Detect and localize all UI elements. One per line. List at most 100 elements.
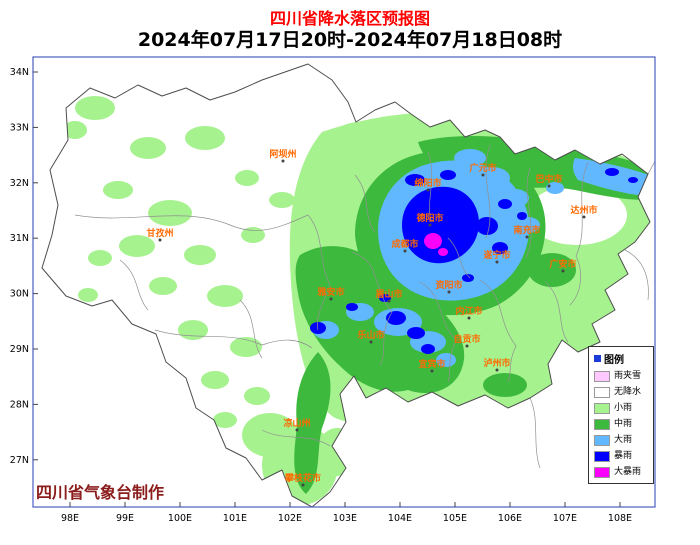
city-label-德阳市: 德阳市	[416, 212, 443, 224]
city-label-广安市: 广安市	[549, 258, 576, 270]
map-subtitle: 2024年07月17日20时-2024年07月18日08时	[137, 29, 563, 51]
legend-swatch	[594, 403, 610, 414]
city-label-阿坝州: 阿坝州	[269, 148, 296, 160]
legend-swatch	[594, 387, 610, 398]
city-label-遂宁市: 遂宁市	[483, 249, 510, 261]
city-marker-dot	[428, 223, 432, 227]
city-marker-dot	[561, 269, 565, 273]
legend-label: 中雨	[614, 419, 633, 429]
city-marker-dot	[430, 369, 434, 373]
y-tick-label: 29N	[10, 344, 29, 355]
city-label-宜宾市: 宜宾市	[418, 358, 445, 370]
city-label-南充市: 南充市	[513, 224, 540, 236]
legend-item: 中雨	[594, 419, 649, 430]
y-tick-label: 33N	[10, 122, 29, 133]
city-marker-dot	[369, 340, 373, 344]
x-tick-label: 108E	[608, 513, 632, 524]
prefecture-boundaries	[74, 144, 589, 447]
x-axis-ticks: 98E 99E 100E 101E 102E 103E 104E 105E 106E 107E 10…	[61, 502, 632, 524]
legend-label: 大暴雨	[614, 467, 642, 477]
city-marker-dot	[495, 260, 499, 264]
credit-text: 四川省气象台制作	[36, 483, 165, 502]
city-marker-dot	[403, 249, 407, 253]
city-marker-dot	[158, 238, 162, 242]
legend-swatch	[594, 451, 610, 462]
city-marker-dot	[465, 344, 469, 348]
legend-item: 小雨	[594, 403, 649, 414]
x-tick-label: 103E	[333, 513, 357, 524]
heavy-rainstorm-layer	[424, 233, 448, 256]
y-tick-label: 32N	[10, 178, 29, 189]
city-label-自贡市: 自贡市	[453, 333, 480, 345]
neighbor-boundaries	[529, 160, 655, 469]
city-marker-dot	[301, 483, 305, 487]
city-marker-dot	[329, 297, 333, 301]
city-marker-dot	[481, 173, 485, 177]
y-tick-label: 27N	[10, 455, 29, 466]
map-title: 四川省降水落区预报图	[269, 9, 430, 28]
y-tick-label: 31N	[10, 233, 29, 244]
city-label-泸州市: 泸州市	[483, 357, 510, 369]
city-label-甘孜州: 甘孜州	[146, 227, 173, 239]
x-tick-label: 100E	[168, 513, 192, 524]
legend-label: 无降水	[614, 387, 642, 397]
legend-item: 无降水	[594, 387, 649, 398]
legend-swatch	[594, 419, 610, 430]
city-marker-dot	[447, 290, 451, 294]
no-precip-patches	[527, 185, 627, 245]
x-tick-label: 105E	[443, 513, 467, 524]
legend-label: 雨夹雪	[614, 371, 642, 381]
city-marker-dot	[525, 235, 529, 239]
y-axis-ticks: 34N 33N 32N 31N 30N 29N 28N 27N	[10, 67, 38, 466]
city-label-广元市: 广元市	[469, 162, 496, 174]
legend-swatch	[594, 371, 610, 382]
x-tick-label: 106E	[498, 513, 522, 524]
city-marker-dot	[547, 184, 551, 188]
legend-title-row: 图例	[594, 351, 649, 366]
x-tick-label: 107E	[553, 513, 577, 524]
y-tick-label: 28N	[10, 399, 29, 410]
city-marker-dot	[495, 368, 499, 372]
y-tick-label: 34N	[10, 67, 29, 78]
legend-items: 雨夹雪无降水小雨中雨大雨暴雨大暴雨	[594, 371, 649, 478]
city-label-眉山市: 眉山市	[375, 288, 402, 300]
legend-label: 小雨	[614, 403, 633, 413]
legend-label: 暴雨	[614, 451, 633, 461]
legend-item: 大暴雨	[594, 467, 649, 478]
legend-icon	[594, 355, 601, 362]
rainstorm-layer	[310, 168, 638, 354]
map-frame	[32, 56, 656, 508]
city-marker-dot	[281, 159, 285, 163]
city-label-成都市: 成都市	[391, 238, 418, 250]
city-marker-dot	[426, 188, 430, 192]
legend-swatch	[594, 467, 610, 478]
city-label-巴中市: 巴中市	[535, 173, 562, 185]
city-marker-dot	[387, 299, 391, 303]
city-label-凉山州: 凉山州	[283, 417, 310, 429]
city-marker-dot	[295, 428, 299, 432]
legend-item: 暴雨	[594, 451, 649, 462]
city-label-内江市: 内江市	[455, 305, 482, 317]
city-label-乐山市: 乐山市	[357, 329, 384, 341]
legend-title: 图例	[604, 355, 624, 366]
city-label-达州市: 达州市	[570, 204, 597, 216]
legend: 图例 雨夹雪无降水小雨中雨大雨暴雨大暴雨	[588, 346, 654, 484]
legend-item: 雨夹雪	[594, 371, 649, 382]
city-label-攀枝花市: 攀枝花市	[284, 472, 321, 484]
city-label-资阳市: 资阳市	[435, 279, 462, 291]
x-tick-label: 102E	[278, 513, 302, 524]
y-tick-label: 30N	[10, 289, 29, 300]
x-tick-label: 101E	[223, 513, 247, 524]
x-tick-label: 104E	[388, 513, 412, 524]
city-label-绵阳市: 绵阳市	[414, 177, 441, 189]
legend-swatch	[594, 435, 610, 446]
city-label-雅安市: 雅安市	[316, 286, 344, 298]
x-tick-label: 98E	[61, 513, 79, 524]
legend-label: 大雨	[614, 435, 633, 445]
x-tick-label: 99E	[116, 513, 134, 524]
city-marker-dot	[467, 316, 471, 320]
legend-item: 大雨	[594, 435, 649, 446]
